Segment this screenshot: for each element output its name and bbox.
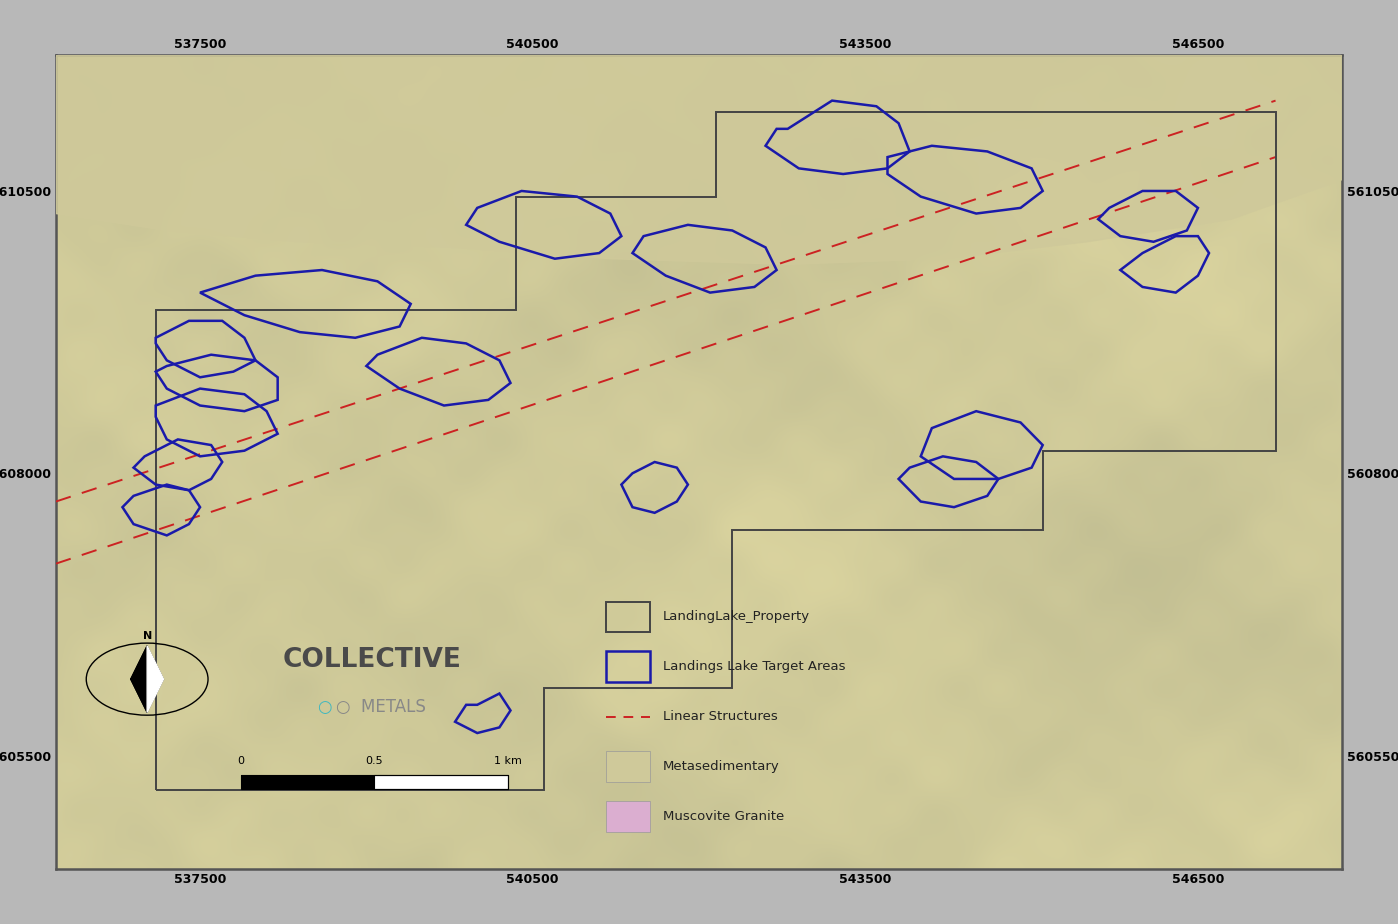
Bar [375, 774, 507, 789]
Text: LandingLake_Property: LandingLake_Property [663, 610, 809, 624]
Polygon shape [131, 646, 147, 712]
Bar [607, 751, 650, 782]
Text: 0: 0 [238, 757, 245, 767]
Text: 1 km: 1 km [493, 757, 521, 767]
Text: Linear Structures: Linear Structures [663, 710, 777, 723]
Text: ○  METALS: ○ METALS [337, 698, 426, 716]
Text: N: N [143, 631, 152, 641]
Text: ○: ○ [317, 698, 331, 716]
Polygon shape [147, 646, 164, 712]
Text: Metasedimentary: Metasedimentary [663, 760, 779, 773]
Bar [607, 602, 650, 632]
Text: Landings Lake Target Areas: Landings Lake Target Areas [663, 660, 844, 674]
Text: 0.5: 0.5 [365, 757, 383, 767]
Bar [607, 651, 650, 682]
Bar [240, 774, 507, 789]
Bar [607, 801, 650, 832]
Text: Muscovite Granite: Muscovite Granite [663, 809, 784, 823]
Bar [240, 774, 375, 789]
Text: COLLECTIVE: COLLECTIVE [282, 647, 461, 673]
Polygon shape [56, 55, 1342, 264]
